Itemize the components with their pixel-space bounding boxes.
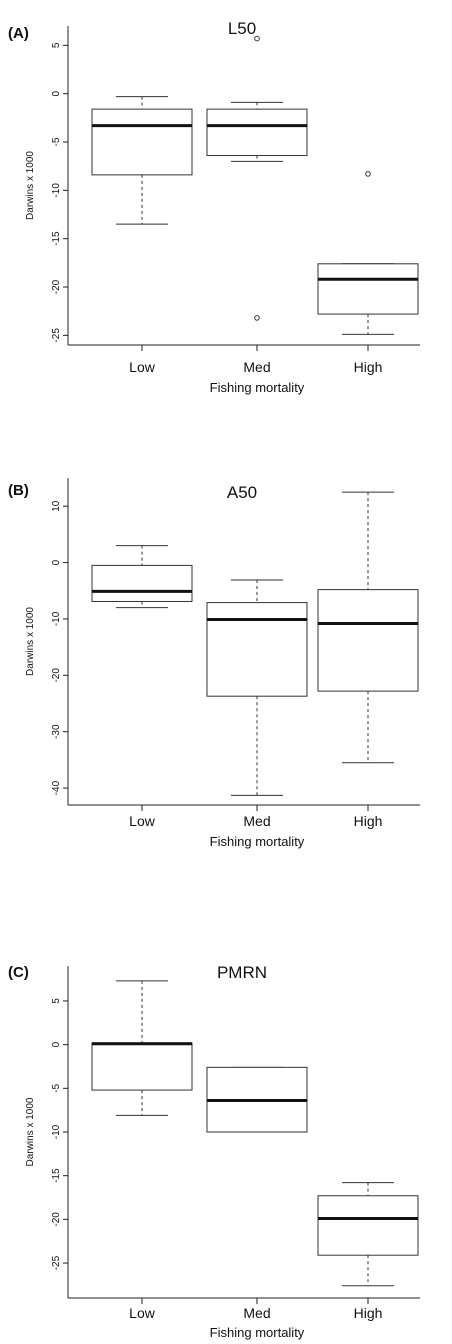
x-tick-label: High xyxy=(354,813,383,829)
y-tick-label: -20 xyxy=(51,668,62,683)
y-tick-label: 0 xyxy=(51,559,62,565)
x-tick-label: Med xyxy=(243,359,270,375)
panel-l50: 5 0 -5 -10 -15 -20 -25 Darwins x 1000 Low Med High… xyxy=(8,19,420,395)
x-tick-label: Low xyxy=(129,1305,156,1321)
panel-letter: (B) xyxy=(8,482,29,499)
box-low xyxy=(91,96,193,225)
iqr-box xyxy=(91,1042,193,1091)
box-med xyxy=(206,579,308,796)
box-high xyxy=(317,171,419,335)
iqr-box xyxy=(91,564,193,602)
x-tick-label: Med xyxy=(243,813,270,829)
box-med xyxy=(206,35,308,321)
x-axis-label: Fishing mortality xyxy=(210,380,305,395)
y-tick-label: 0 xyxy=(51,90,62,96)
panel-pmrn: 5 0 -5 -10 -15 -20 -25 Darwins x 1000 Low Med High… xyxy=(8,963,420,1340)
box-high xyxy=(317,1182,419,1287)
panel-a50: 10 0 -10 -20 -30 -40 Darwins x 1000 Low Med High F… xyxy=(8,478,420,849)
y-axis-label: Darwins x 1000 xyxy=(25,1097,36,1166)
box-med xyxy=(206,1066,308,1133)
iqr-box xyxy=(317,589,419,692)
x-tick-label: High xyxy=(354,1305,383,1321)
y-tick-label: -25 xyxy=(51,1255,62,1270)
y-tick-label: -10 xyxy=(51,183,62,198)
x-tick-label: Low xyxy=(129,813,156,829)
x-axis-label: Fishing mortality xyxy=(210,1325,305,1340)
y-tick-label: 10 xyxy=(51,500,62,512)
y-tick-label: -10 xyxy=(51,611,62,626)
y-tick-label: -30 xyxy=(51,724,62,739)
panel-title: A50 xyxy=(227,483,257,502)
y-axis-label: Darwins x 1000 xyxy=(25,151,36,220)
y-tick-label: -15 xyxy=(51,1168,62,1183)
iqr-box xyxy=(317,263,419,315)
iqr-box xyxy=(206,108,308,157)
x-tick-label: Med xyxy=(243,1305,270,1321)
y-tick-label: -20 xyxy=(51,279,62,294)
x-tick-label: High xyxy=(354,359,383,375)
panel-letter: (A) xyxy=(8,25,29,42)
y-tick-label: -5 xyxy=(51,137,62,146)
panel-title: L50 xyxy=(228,19,256,38)
box-low xyxy=(91,980,193,1116)
y-tick-label: 5 xyxy=(51,42,62,48)
y-tick-label: -20 xyxy=(51,1212,62,1227)
iqr-box xyxy=(91,108,193,176)
x-axis-label: Fishing mortality xyxy=(210,834,305,849)
y-tick-label: 5 xyxy=(51,998,62,1004)
y-tick-label: -25 xyxy=(51,328,62,343)
y-tick-label: -40 xyxy=(51,780,62,795)
box-low xyxy=(91,545,193,609)
y-tick-label: -5 xyxy=(51,1083,62,1092)
outlier-point xyxy=(254,315,260,321)
y-tick-label: -10 xyxy=(51,1124,62,1139)
panel-letter: (C) xyxy=(8,964,29,981)
iqr-box xyxy=(317,1195,419,1256)
x-tick-label: Low xyxy=(129,359,156,375)
panel-title: PMRN xyxy=(217,963,267,982)
outlier-point xyxy=(365,171,371,177)
y-axis-label: Darwins x 1000 xyxy=(25,607,36,676)
outlier-point xyxy=(254,35,260,42)
y-tick-label: 0 xyxy=(51,1041,62,1047)
iqr-box xyxy=(206,602,308,697)
box-high xyxy=(317,491,419,764)
y-tick-label: -15 xyxy=(51,231,62,246)
